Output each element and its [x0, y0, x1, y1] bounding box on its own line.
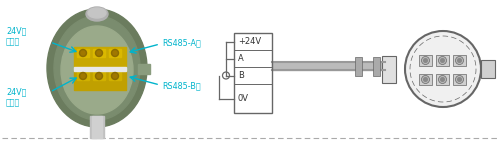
Circle shape [81, 51, 85, 55]
Text: 0V: 0V [238, 94, 249, 103]
Bar [90, 116, 104, 138]
Bar [234, 33, 272, 113]
Bar [436, 55, 449, 66]
Bar [436, 74, 449, 85]
Circle shape [97, 51, 101, 55]
Ellipse shape [61, 26, 133, 114]
Ellipse shape [88, 8, 106, 18]
Circle shape [456, 56, 464, 64]
Bar [382, 56, 396, 83]
Text: RS485-A极: RS485-A极 [162, 38, 201, 47]
Bar [373, 57, 380, 76]
Circle shape [422, 56, 430, 64]
Bar [93, 49, 105, 57]
Circle shape [458, 59, 462, 62]
Bar [272, 62, 385, 70]
Circle shape [113, 51, 117, 55]
Circle shape [438, 76, 446, 84]
Text: B: B [238, 71, 244, 80]
Text: 24V电
源正极: 24V电 源正极 [6, 26, 26, 46]
Circle shape [422, 76, 430, 84]
Circle shape [81, 74, 85, 78]
Text: +24V: +24V [421, 48, 438, 53]
Circle shape [424, 59, 428, 62]
Text: 24V电
源负极: 24V电 源负极 [6, 87, 26, 107]
Bar [74, 67, 126, 71]
Circle shape [112, 73, 118, 80]
Bar [419, 55, 432, 66]
Circle shape [440, 59, 444, 62]
Bar [355, 57, 362, 76]
Circle shape [424, 78, 428, 81]
Text: A: A [451, 48, 455, 53]
Bar [92, 116, 102, 138]
Circle shape [96, 73, 102, 80]
Circle shape [97, 74, 101, 78]
Bar [138, 64, 150, 74]
Circle shape [112, 49, 118, 56]
Text: -24V: -24V [421, 80, 434, 85]
Circle shape [456, 76, 464, 84]
Ellipse shape [54, 16, 140, 120]
Circle shape [113, 74, 117, 78]
Bar [74, 70, 126, 90]
Ellipse shape [86, 7, 108, 21]
Circle shape [96, 49, 102, 56]
Bar [481, 60, 495, 78]
Circle shape [80, 49, 86, 56]
Circle shape [458, 78, 462, 81]
Ellipse shape [47, 9, 147, 127]
Circle shape [80, 73, 86, 80]
Circle shape [405, 31, 481, 107]
Bar [109, 72, 121, 80]
Bar [109, 49, 121, 57]
Text: RS485-B极: RS485-B极 [162, 82, 200, 91]
Bar [453, 74, 466, 85]
Bar [77, 72, 89, 80]
Bar [93, 72, 105, 80]
Bar [419, 74, 432, 85]
Bar [453, 55, 466, 66]
Circle shape [438, 56, 446, 64]
Text: A: A [238, 54, 244, 63]
Bar [77, 49, 89, 57]
Circle shape [440, 78, 444, 81]
Bar [74, 47, 126, 67]
Text: +24V: +24V [238, 37, 261, 46]
Text: B: B [451, 80, 455, 85]
